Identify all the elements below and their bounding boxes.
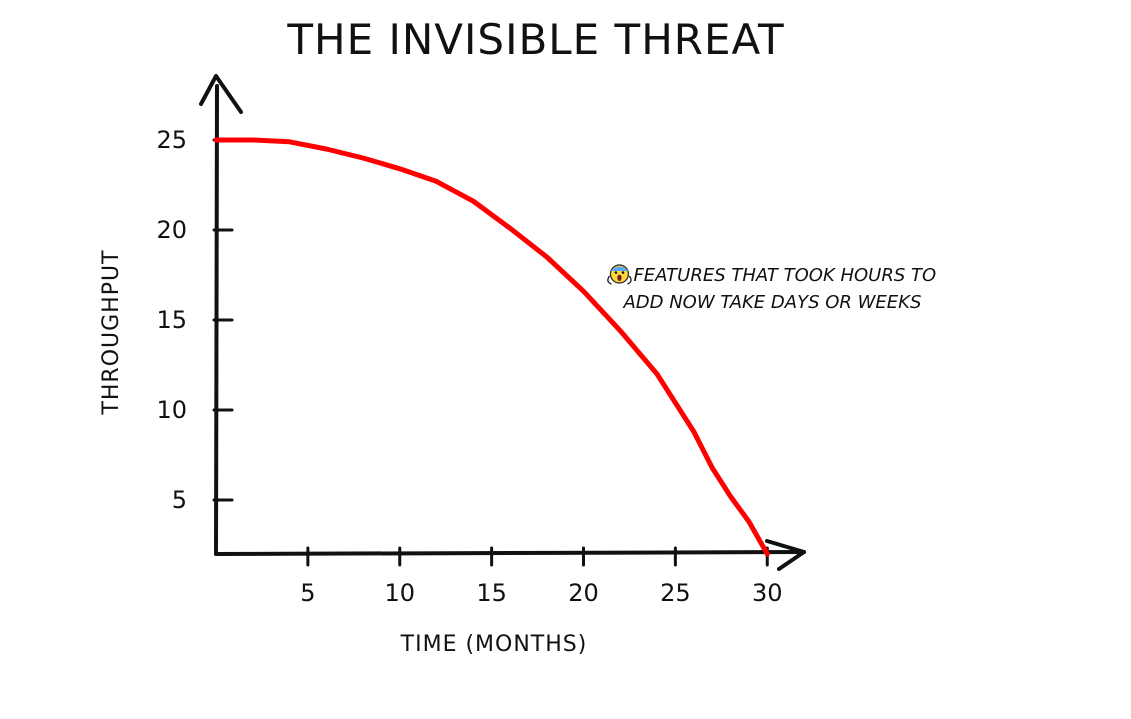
y-axis-ticks: 5 10 15 20 25 [156,126,234,514]
x-axis-arrow [765,539,806,571]
y-tick-label: 10 [156,396,187,424]
x-tick-label: 10 [384,579,415,607]
screaming-face-emoji [607,264,632,285]
y-axis-arrow [199,74,243,114]
series-layer [213,137,770,557]
y-tick-label: 15 [156,306,187,334]
y-tick-label: 5 [172,486,187,514]
x-axis-ticks: 5 10 15 20 25 30 [300,546,783,607]
y-tick-label: 20 [156,216,187,244]
y-tick-label: 25 [156,126,187,154]
x-tick-label: 5 [300,579,315,607]
x-axis-label: TIME (MONTHS) [400,632,588,657]
x-tick-label: 25 [660,579,691,607]
chart-title: THE INVISIBLE THREAT [286,15,784,64]
x-axis-line [214,550,806,556]
annotation-layer: FEATURES THAT TOOK HOURS TO ADD NOW TAKE … [607,264,936,313]
annotation-text-line: ADD NOW TAKE DAYS OR WEEKS [622,292,921,313]
annotation-text-line: FEATURES THAT TOOK HOURS TO [633,265,936,286]
x-tick-label: 30 [752,579,783,607]
series-line-0 [213,137,770,557]
x-tick-label: 15 [476,579,507,607]
x-tick-label: 20 [568,579,599,607]
y-axis-label: THROUGHPUT [99,249,124,415]
